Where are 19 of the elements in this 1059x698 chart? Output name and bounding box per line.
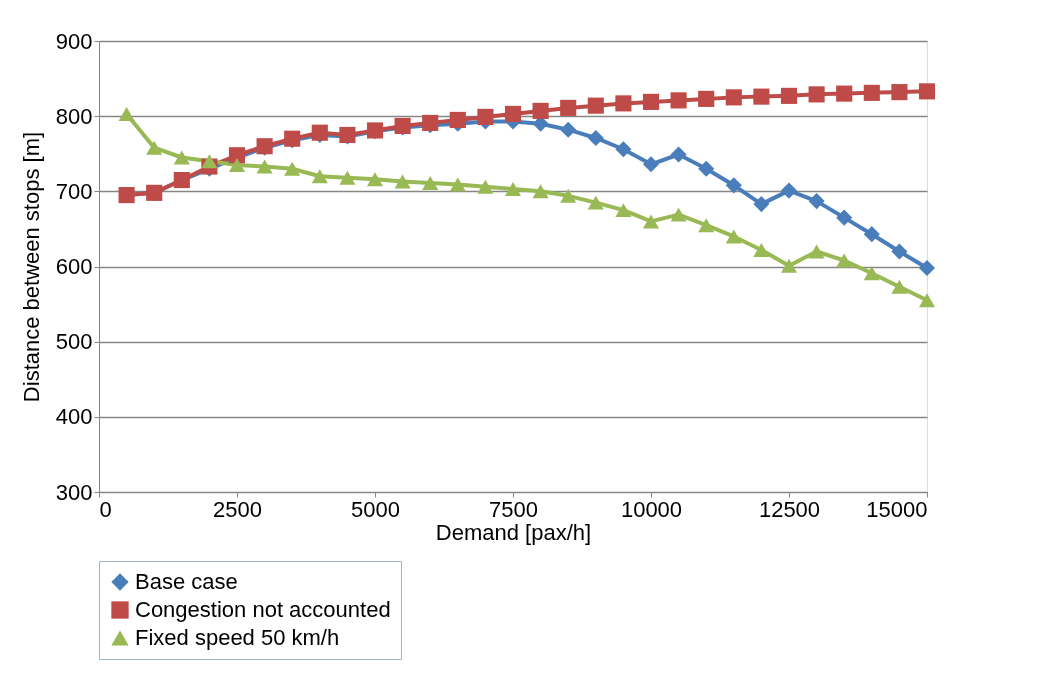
legend-label: Congestion not accounted: [135, 597, 391, 622]
y-tick-label: 500: [55, 329, 93, 355]
x-tick-label: 12500: [758, 496, 821, 522]
y-tick-label: 900: [55, 28, 93, 54]
x-tick-label: 15000: [866, 496, 928, 522]
x-tick-label: 10000: [620, 496, 683, 522]
y-tick-label: 800: [55, 103, 93, 129]
x-tick-label: 7500: [489, 496, 538, 522]
x-axis-title: Demand [pax/h]: [435, 519, 592, 545]
legend-label: Fixed speed 50 km/h: [135, 625, 340, 650]
y-tick-label: 600: [55, 254, 93, 279]
x-tick-label: 0: [99, 496, 112, 522]
x-tick-label: 5000: [351, 496, 400, 522]
y-tick-label: 400: [55, 404, 93, 430]
y-tick-label: 700: [55, 178, 93, 204]
legend-label: Base case: [135, 569, 238, 594]
x-tick-label: 2500: [213, 496, 262, 522]
y-axis-title: Distance between stops [m]: [18, 131, 44, 403]
y-tick-label: 300: [55, 479, 93, 505]
